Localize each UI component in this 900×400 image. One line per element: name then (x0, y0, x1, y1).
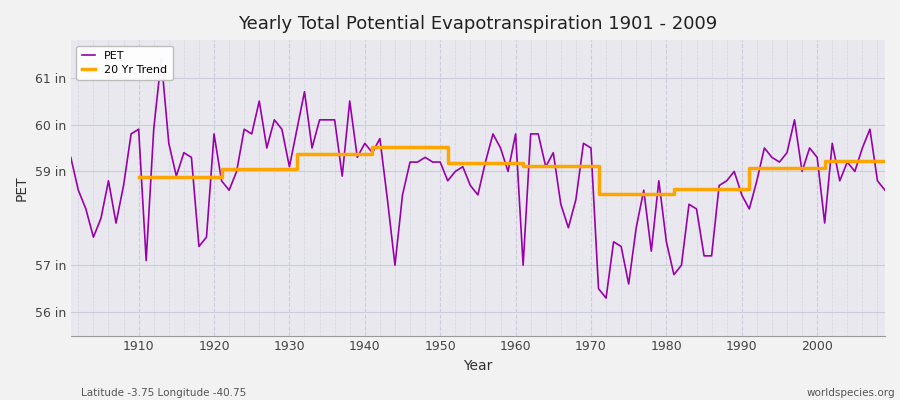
20 Yr Trend (879, 159, 890, 164)
Title: Yearly Total Potential Evapotranspiration 1901 - 2009: Yearly Total Potential Evapotranspiratio… (238, 15, 717, 33)
20 Yr Trend (526, 164, 536, 168)
X-axis label: Year: Year (464, 359, 492, 373)
20 Yr Trend (133, 175, 144, 180)
PET (345, 99, 356, 104)
20 Yr Trend (834, 159, 845, 164)
PET (518, 263, 528, 268)
20 Yr Trend (367, 145, 378, 150)
PET (879, 188, 890, 192)
Text: Latitude -3.75 Longitude -40.75: Latitude -3.75 Longitude -40.75 (81, 388, 247, 398)
PET (66, 155, 77, 160)
Legend: PET, 20 Yr Trend: PET, 20 Yr Trend (76, 46, 173, 80)
Text: worldspecies.org: worldspecies.org (807, 388, 896, 398)
20 Yr Trend (857, 159, 868, 164)
PET (126, 132, 137, 136)
Y-axis label: PET: PET (15, 175, 29, 201)
20 Yr Trend (586, 164, 597, 168)
PET (600, 296, 611, 300)
PET (616, 244, 626, 249)
PET (510, 132, 521, 136)
Line: 20 Yr Trend: 20 Yr Trend (139, 147, 885, 194)
20 Yr Trend (307, 151, 318, 156)
PET (299, 89, 310, 94)
20 Yr Trend (276, 167, 287, 172)
PET (156, 56, 166, 61)
20 Yr Trend (593, 192, 604, 196)
Line: PET: PET (71, 59, 885, 298)
